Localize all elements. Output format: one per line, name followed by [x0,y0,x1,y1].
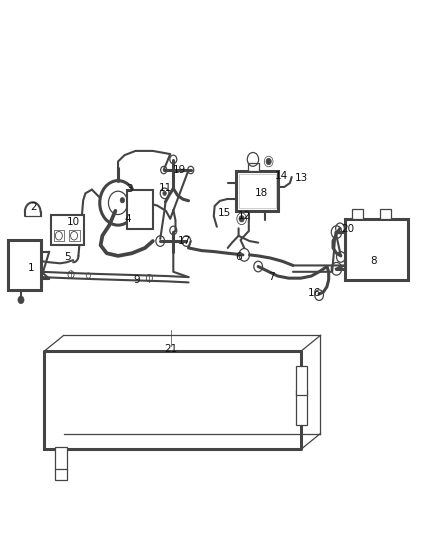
Bar [51,215,84,245]
Bar [297,366,307,395]
Text: 4: 4 [124,214,131,224]
Text: 12: 12 [238,211,251,221]
Bar [248,163,258,171]
Text: 9: 9 [133,274,140,285]
Circle shape [18,296,24,304]
Text: 13: 13 [295,173,308,183]
Bar [127,190,153,229]
Text: 3: 3 [127,183,133,193]
Text: 14: 14 [275,172,288,181]
Text: 11: 11 [159,183,172,193]
Bar [345,219,408,280]
Bar [55,469,67,480]
Bar [297,391,307,425]
Text: 2: 2 [31,202,37,212]
Bar [55,447,67,470]
Text: 15: 15 [218,208,231,218]
Circle shape [239,216,244,222]
Bar [352,209,363,219]
Text: 17: 17 [177,236,191,246]
Bar [8,240,41,290]
Text: 18: 18 [255,188,268,198]
Text: 10: 10 [67,217,80,228]
Text: 8: 8 [370,256,377,266]
Circle shape [120,198,124,203]
Text: 19: 19 [172,165,186,175]
Text: 21: 21 [165,344,178,354]
Bar [53,230,64,241]
Text: 1: 1 [28,263,34,272]
Text: 7: 7 [268,272,275,282]
Text: 5: 5 [64,253,71,262]
Bar [69,230,80,241]
Text: 6: 6 [235,252,242,262]
Bar [380,209,391,219]
Bar [237,171,278,211]
Text: 20: 20 [341,224,354,235]
Circle shape [266,158,271,165]
Text: 16: 16 [308,288,321,298]
Bar [239,174,276,208]
Circle shape [163,191,166,196]
